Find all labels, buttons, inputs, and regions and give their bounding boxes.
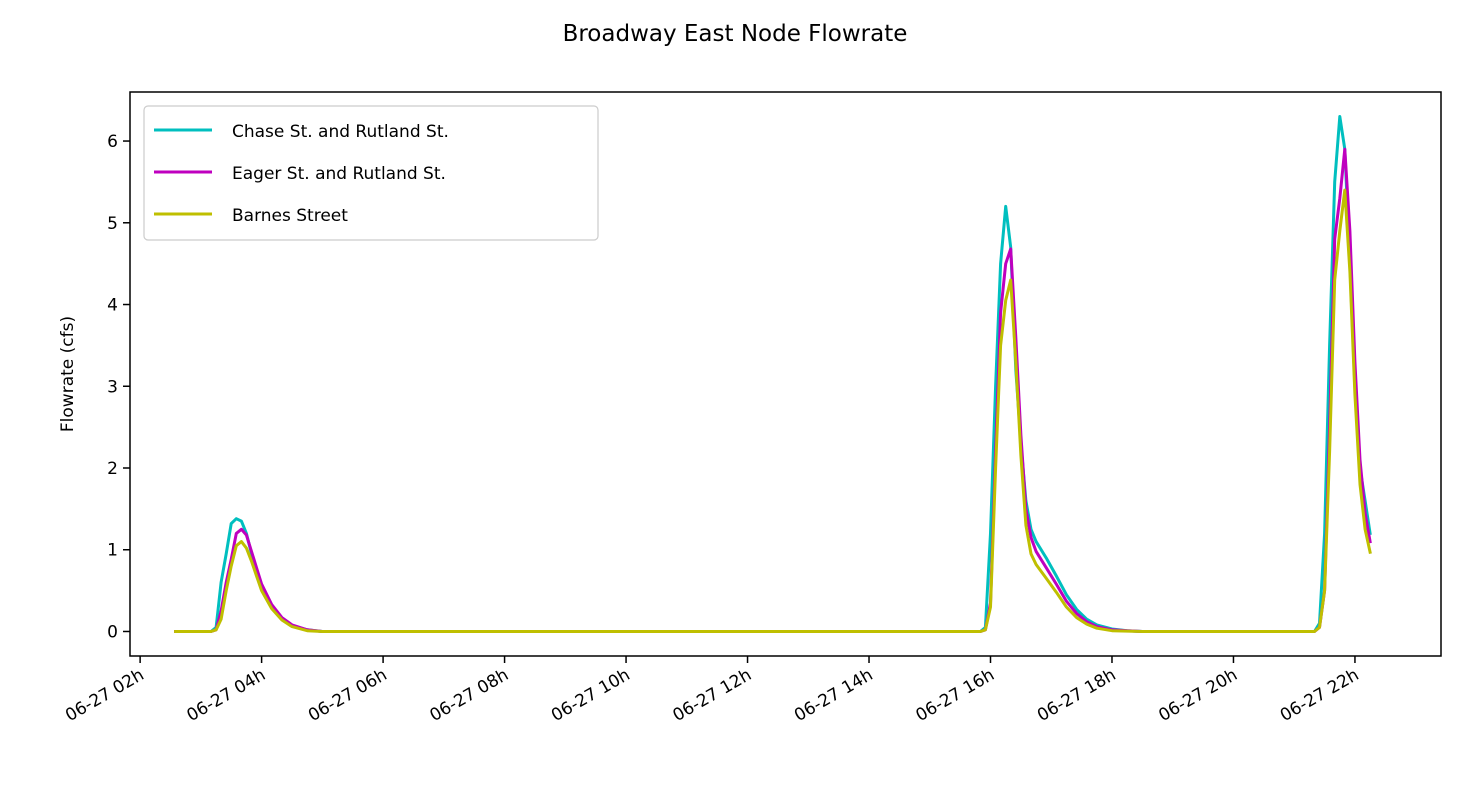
- x-tick-label: 06-27 02h: [62, 665, 148, 726]
- x-tick-label: 06-27 20h: [1155, 665, 1241, 726]
- legend-label-2: Eager St. and Rutland St.: [232, 164, 446, 184]
- x-tick-label: 06-27 04h: [184, 665, 270, 726]
- y-tick-label: 2: [107, 459, 118, 479]
- x-axis: 06-27 02h 06-27 04h 06-27 06h 06-27 08h 06-2…: [62, 656, 1362, 726]
- x-tick-label: 06-27 16h: [912, 665, 998, 726]
- y-tick-label: 0: [107, 622, 118, 642]
- x-tick-label: 06-27 22h: [1277, 665, 1363, 726]
- series-line-3: [174, 188, 1372, 633]
- x-tick-label: 06-27 08h: [427, 665, 513, 726]
- y-tick-label: 3: [107, 377, 118, 397]
- y-tick-label: 4: [107, 296, 118, 316]
- x-tick-label: 06-27 10h: [548, 665, 634, 726]
- y-tick-label: 6: [107, 132, 118, 152]
- legend-label-1: Chase St. and Rutland St.: [232, 122, 449, 142]
- legend: Chase St. and Rutland St. Eager St. and R…: [143, 105, 599, 241]
- legend-label-3: Barnes Street: [232, 206, 348, 226]
- x-tick-label: 06-27 06h: [305, 665, 391, 726]
- plot-frame: [129, 91, 1442, 657]
- x-tick-label: 06-27 18h: [1034, 665, 1120, 726]
- y-tick-label: 5: [107, 214, 118, 234]
- x-tick-label: 06-27 12h: [670, 665, 756, 726]
- y-axis-label: Flowrate (cfs): [58, 316, 78, 432]
- chart-title: Broadway East Node Flowrate: [563, 21, 908, 47]
- legend-box: [143, 105, 599, 241]
- series-layer: [174, 115, 1372, 633]
- y-tick-label: 1: [107, 541, 118, 561]
- y-axis: 0 1 2 3 4 5 6: [107, 132, 130, 642]
- x-tick-label: 06-27 14h: [791, 665, 877, 726]
